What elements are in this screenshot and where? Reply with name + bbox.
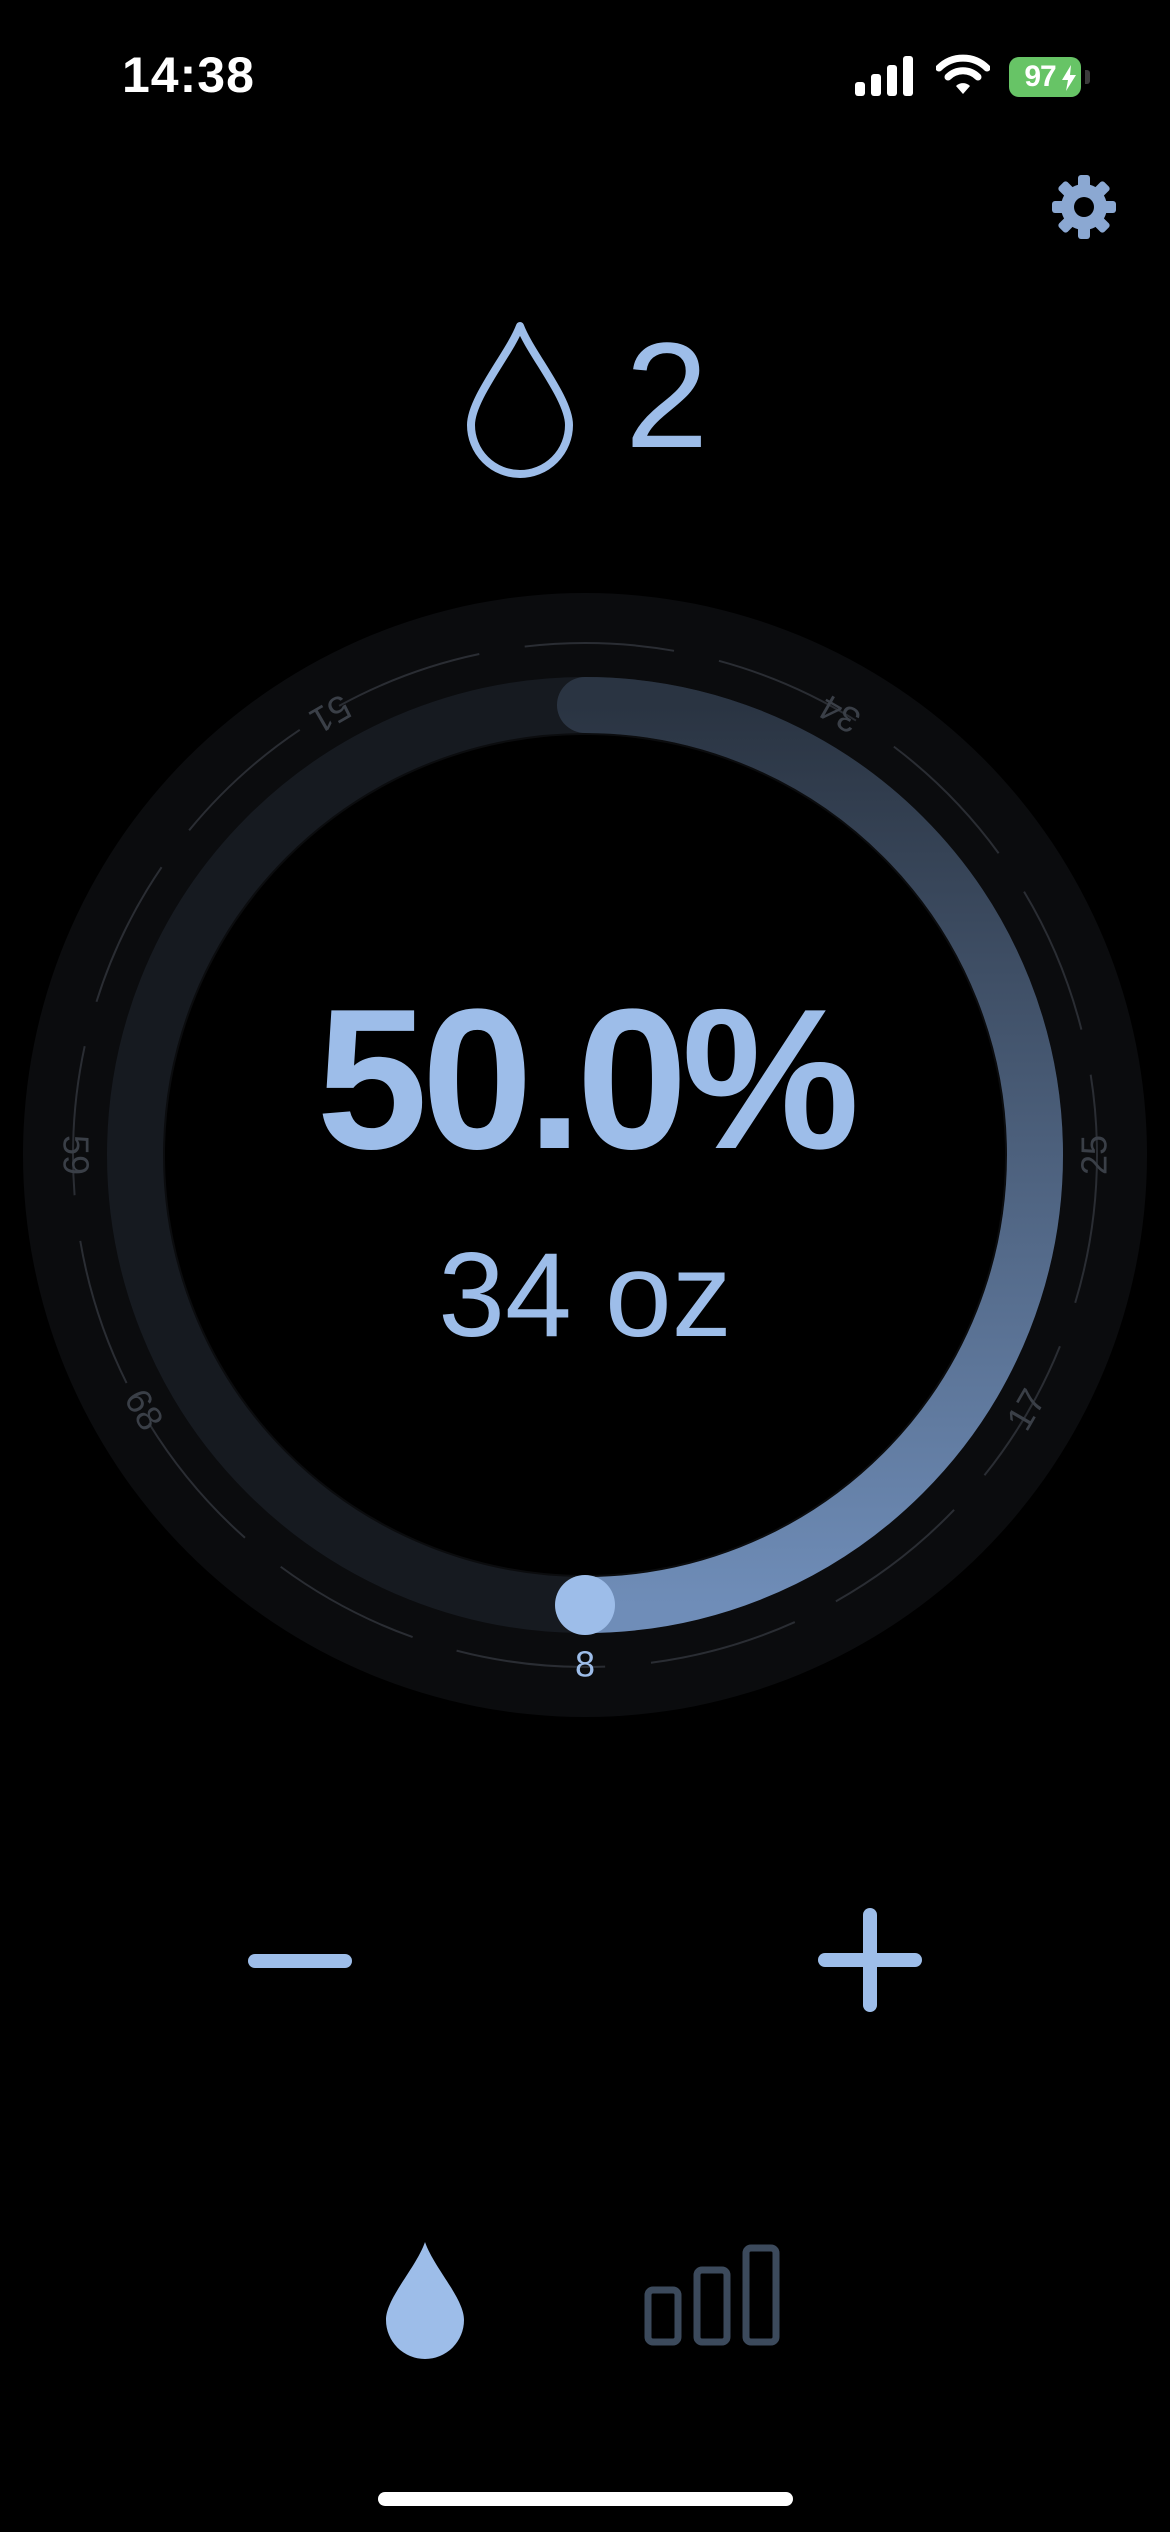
progress-knob[interactable] <box>555 1575 615 1635</box>
home-indicator <box>378 2492 793 2506</box>
dial-scale-ring <box>72 642 1098 1668</box>
cellular-signal-icon <box>855 56 913 96</box>
water-drop-icon <box>386 2242 464 2359</box>
amount-value: 34 oz <box>438 1228 732 1362</box>
settings-button[interactable] <box>1049 172 1119 242</box>
increase-button[interactable] <box>790 1890 950 2030</box>
battery-nub <box>1085 70 1090 84</box>
drop-counter: 2 <box>465 310 725 480</box>
tab-water[interactable] <box>370 2230 480 2360</box>
tab-stats[interactable] <box>640 2240 785 2350</box>
scale-label-59: 59 <box>55 1135 96 1175</box>
wifi-icon <box>936 54 990 94</box>
scale-label-25: 25 <box>1074 1135 1115 1175</box>
status-time: 14:38 <box>122 47 255 103</box>
progress-arc <box>557 677 1063 1633</box>
drop-count-value: 2 <box>625 311 709 479</box>
percent-value: 50.0% <box>316 968 859 1191</box>
battery-level: 97 <box>1024 60 1056 93</box>
plus-icon <box>818 1908 922 2012</box>
scale-label-8: 8 <box>575 1644 595 1685</box>
bar-chart-icon <box>644 2244 780 2346</box>
water-drop-outline-icon <box>467 322 573 478</box>
dial-inner <box>165 735 1005 1575</box>
minus-icon <box>248 1954 352 1968</box>
charging-bolt-icon <box>1062 65 1076 91</box>
decrease-button[interactable] <box>220 1900 380 2020</box>
gear-icon <box>1052 175 1116 239</box>
